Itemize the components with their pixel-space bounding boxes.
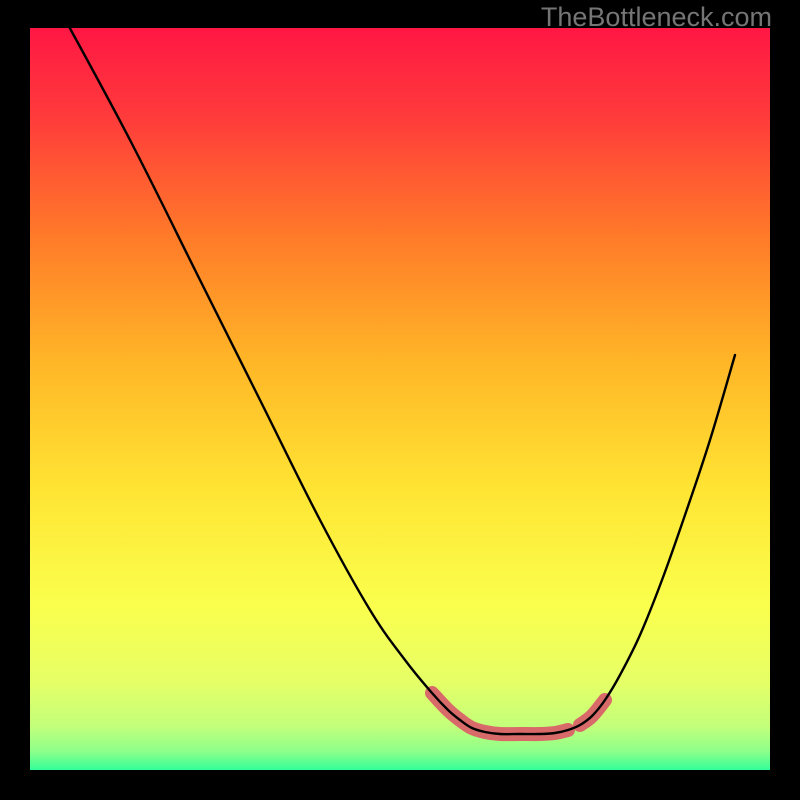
- watermark-text: TheBottleneck.com: [541, 2, 772, 33]
- plot-area: [30, 28, 770, 770]
- chart-container: TheBottleneck.com: [0, 0, 800, 800]
- plot-svg: [30, 28, 770, 770]
- gradient-background: [30, 28, 770, 770]
